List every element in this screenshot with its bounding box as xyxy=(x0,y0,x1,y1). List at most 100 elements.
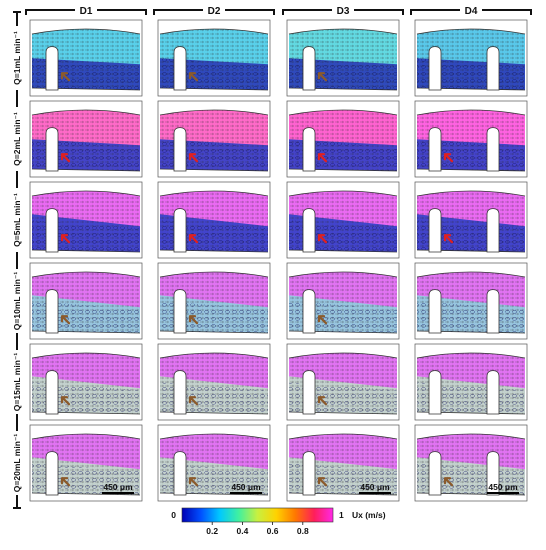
swirl-vectors xyxy=(32,58,140,90)
channel-top-wall xyxy=(31,271,141,278)
channel-top-wall xyxy=(416,109,526,116)
colorbar-ticks: 0.2 0.4 0.6 0.8 xyxy=(206,522,309,536)
baffle xyxy=(428,289,442,334)
panel-d3-q20: 450 μm xyxy=(286,424,400,502)
channel-top-wall xyxy=(288,271,398,278)
row-label-bg xyxy=(11,350,23,414)
panel-d3-q5 xyxy=(286,181,400,259)
column-headers: D1 D2 D3 D4 xyxy=(25,2,532,17)
row-label-bg xyxy=(11,269,23,333)
colorbar-tick-label: 0.4 xyxy=(236,526,248,536)
panel-d4-q1 xyxy=(414,19,528,97)
swirl-vectors xyxy=(289,139,397,171)
baffle xyxy=(302,451,316,496)
panel-d2-q1 xyxy=(157,19,271,97)
channel-top-wall xyxy=(159,352,269,359)
channel-top-wall xyxy=(31,190,141,197)
channel-top-wall xyxy=(416,352,526,359)
baffle xyxy=(428,46,442,91)
baffle xyxy=(428,127,442,172)
column-label-d1: D1 xyxy=(80,6,93,17)
channel-top-wall xyxy=(31,109,141,116)
panel-d4-q15 xyxy=(414,343,528,421)
row-label-bg xyxy=(11,431,23,495)
baffle xyxy=(45,451,59,496)
baffle xyxy=(428,451,442,496)
baffle xyxy=(173,451,187,496)
row-label-q1: Q=1mL min⁻¹ xyxy=(12,31,22,85)
panel-d3-q15 xyxy=(286,343,400,421)
baffle xyxy=(173,370,187,415)
colorbar-tick-label: 0.2 xyxy=(206,526,218,536)
colorbar: 0 1 Ux (m/s) 0.2 0.4 0.6 0.8 xyxy=(171,507,386,536)
colorbar-max-label: 1 xyxy=(339,510,344,520)
channel-top-wall xyxy=(31,28,141,35)
brown-arrow-icon xyxy=(317,396,328,406)
brown-arrow-icon xyxy=(188,396,199,406)
baffle xyxy=(302,127,316,172)
panel-d3-q1 xyxy=(286,19,400,97)
baffle xyxy=(173,289,187,334)
column-label-d4: D4 xyxy=(465,6,478,17)
red-arrow-icon xyxy=(443,153,454,163)
baffle xyxy=(45,127,59,172)
brown-arrow-icon xyxy=(317,72,328,82)
row-label-q15: Q=15mL min⁻¹ xyxy=(12,353,22,412)
swirl-vectors xyxy=(32,139,140,171)
swirl-vectors xyxy=(160,382,268,414)
column-label-bg xyxy=(203,2,225,16)
panel-d1-q5 xyxy=(29,181,143,259)
baffle xyxy=(428,208,442,253)
red-arrow-icon xyxy=(188,234,199,244)
panel-d1-q15 xyxy=(29,343,143,421)
swirl-vectors xyxy=(32,220,140,252)
channel-top-wall xyxy=(416,433,526,440)
swirl-vectors xyxy=(289,220,397,252)
baffle xyxy=(302,46,316,91)
baffle xyxy=(45,289,59,334)
channel-top-wall xyxy=(416,28,526,35)
baffle xyxy=(486,289,500,334)
row-label-q5: Q=5mL min⁻¹ xyxy=(12,193,22,247)
swirl-vectors xyxy=(289,463,397,495)
colorbar-unit-label: Ux (m/s) xyxy=(352,510,386,520)
swirl-vectors xyxy=(160,58,268,90)
red-arrow-icon xyxy=(317,153,328,163)
scale-bar-label: 450 μm xyxy=(231,482,261,492)
brown-arrow-icon xyxy=(188,477,199,487)
swirl-vectors xyxy=(289,58,397,90)
panel-d2-q5 xyxy=(157,181,271,259)
colorbar-bar xyxy=(181,507,334,523)
channel-top-wall xyxy=(416,271,526,278)
row-label-bg xyxy=(11,188,23,252)
column-label-bg xyxy=(460,2,482,16)
channel-top-wall xyxy=(159,190,269,197)
swirl-vectors xyxy=(32,382,140,414)
panel-d1-q2 xyxy=(29,100,143,178)
red-arrow-icon xyxy=(443,234,454,244)
baffle xyxy=(45,208,59,253)
swirl-vectors xyxy=(32,301,140,333)
channel-top-wall xyxy=(288,190,398,197)
red-arrow-icon xyxy=(60,153,71,163)
panel-d2-q10 xyxy=(157,262,271,340)
channel-top-wall xyxy=(416,190,526,197)
channel-top-wall xyxy=(31,433,141,440)
baffle xyxy=(486,451,500,496)
swirl-vectors xyxy=(160,220,268,252)
colorbar-min-label: 0 xyxy=(171,510,176,520)
channel-top-wall xyxy=(288,28,398,35)
brown-arrow-icon xyxy=(60,396,71,406)
baffle xyxy=(302,289,316,334)
brown-arrow-icon xyxy=(188,72,199,82)
baffle xyxy=(45,46,59,91)
baffle xyxy=(486,127,500,172)
colorbar-tick-label: 0.8 xyxy=(297,526,309,536)
panel-d4-q20: 450 μm xyxy=(414,424,528,502)
panel-d2-q15 xyxy=(157,343,271,421)
channel-top-wall xyxy=(159,28,269,35)
panel-d4-q2 xyxy=(414,100,528,178)
baffle xyxy=(486,208,500,253)
channel-top-wall xyxy=(159,109,269,116)
column-label-d2: D2 xyxy=(208,6,221,17)
